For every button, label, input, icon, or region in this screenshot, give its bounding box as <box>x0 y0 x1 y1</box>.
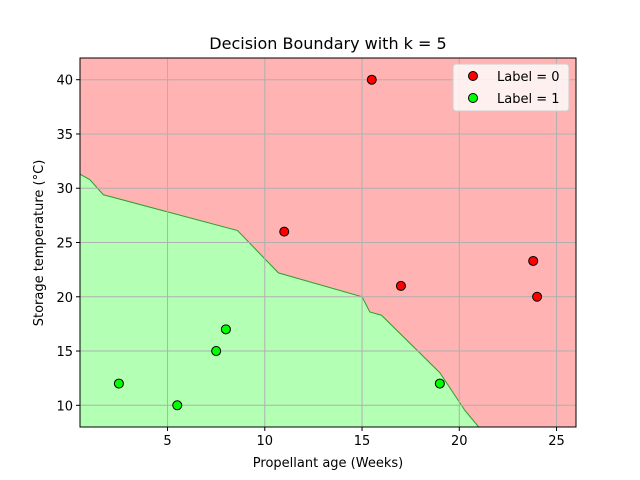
x-axis-ticks: 5 10 15 20 25 <box>163 427 565 449</box>
legend-label-1: Label = 1 <box>497 92 560 107</box>
y-axis-label: Storage temperature (°C) <box>32 160 47 327</box>
y-axis-ticks: 10 15 20 25 30 35 40 <box>56 74 80 414</box>
grid-lines <box>80 58 576 427</box>
data-point-label-1 <box>113 378 124 389</box>
y-tick-label: 10 <box>56 399 73 414</box>
legend-marker-label-0 <box>468 71 478 81</box>
x-tick-label: 5 <box>163 434 171 449</box>
data-point-label-1 <box>211 346 222 357</box>
region-label-1 <box>80 174 479 427</box>
data-point-label-0 <box>532 291 543 302</box>
x-tick-label: 25 <box>548 434 565 449</box>
data-point-label-0 <box>279 226 290 237</box>
x-tick-label: 10 <box>257 434 274 449</box>
x-tick-label: 20 <box>451 434 468 449</box>
y-tick-label: 20 <box>56 291 73 306</box>
data-points <box>113 74 543 411</box>
x-tick-label: 15 <box>354 434 371 449</box>
y-tick-label: 35 <box>56 128 73 143</box>
y-tick-label: 25 <box>56 237 73 252</box>
legend: Label = 0 Label = 1 <box>452 63 570 112</box>
y-tick-label: 30 <box>56 182 73 197</box>
data-point-label-1 <box>172 400 183 411</box>
data-point-label-0 <box>395 280 406 291</box>
legend-box <box>452 63 570 112</box>
y-tick-label: 40 <box>56 74 73 89</box>
legend-marker-label-1 <box>468 93 478 103</box>
chart-title: Decision Boundary with k = 5 <box>209 34 446 53</box>
x-axis-label: Propellant age (Weeks) <box>253 456 403 471</box>
data-point-label-1 <box>434 378 445 389</box>
legend-label-0: Label = 0 <box>497 70 560 85</box>
data-point-label-0 <box>528 255 539 266</box>
y-tick-label: 15 <box>56 345 73 360</box>
data-point-label-0 <box>366 74 377 85</box>
data-point-label-1 <box>220 324 231 335</box>
plot-area <box>79 57 577 428</box>
